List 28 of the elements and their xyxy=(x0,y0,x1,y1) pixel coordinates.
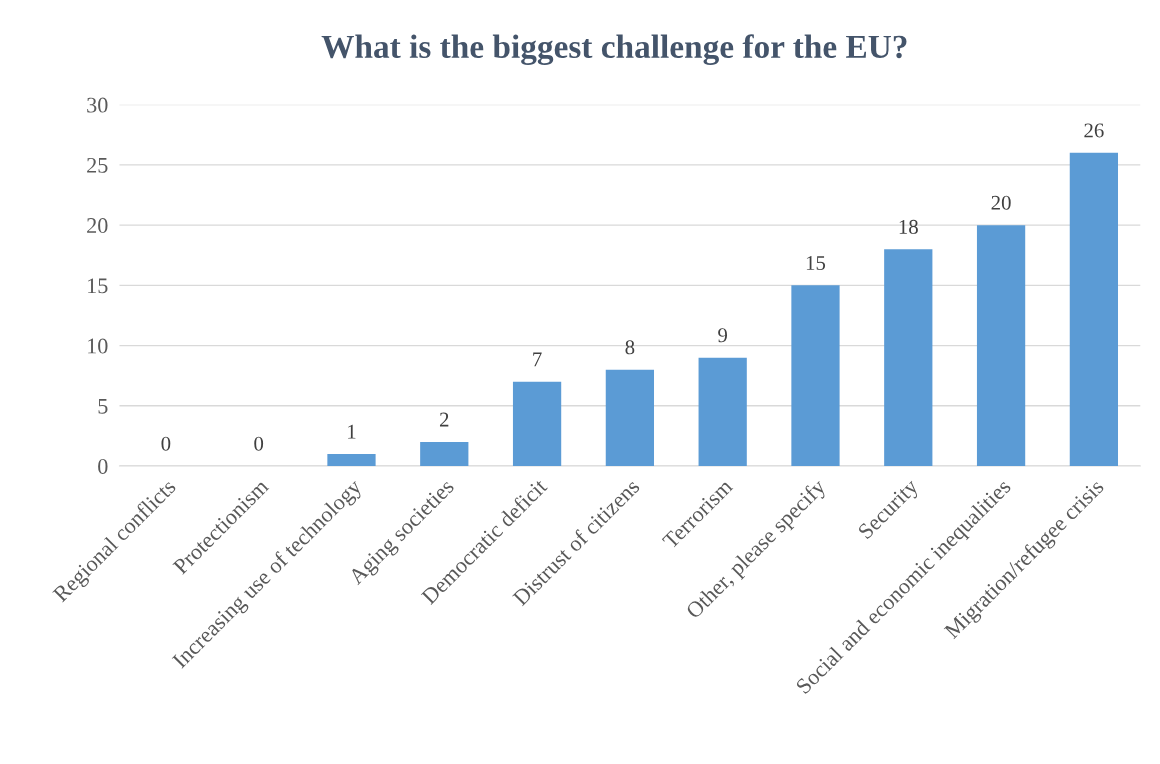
data-label: 8 xyxy=(625,340,635,355)
y-tick-label: 5 xyxy=(98,398,108,414)
bar xyxy=(976,225,1026,467)
bar xyxy=(420,441,469,467)
data-label: 20 xyxy=(991,195,1011,210)
data-label: 15 xyxy=(806,256,826,271)
bar xyxy=(512,381,562,467)
y-tick-label: 30 xyxy=(87,97,108,113)
data-label: 1 xyxy=(348,424,356,439)
data-label: 18 xyxy=(899,219,918,234)
data-label: 7 xyxy=(533,352,542,367)
y-tick-label: 15 xyxy=(88,278,108,294)
data-label: 26 xyxy=(1084,123,1104,138)
data-label: 9 xyxy=(718,328,728,343)
y-tick-label: 10 xyxy=(88,338,108,354)
y-tick-label: 0 xyxy=(98,458,108,474)
bar xyxy=(884,249,933,467)
bar xyxy=(791,285,840,467)
bar xyxy=(1069,152,1119,467)
data-label: 2 xyxy=(439,412,449,427)
chart-title: What is the biggest challenge for the EU? xyxy=(321,34,907,66)
data-label: 0 xyxy=(254,436,264,451)
y-tick-label: 25 xyxy=(87,157,108,173)
bar xyxy=(605,369,655,467)
bar xyxy=(698,357,747,467)
bar xyxy=(327,453,376,467)
y-tick-label: 20 xyxy=(87,218,108,234)
data-label: 0 xyxy=(161,436,171,451)
